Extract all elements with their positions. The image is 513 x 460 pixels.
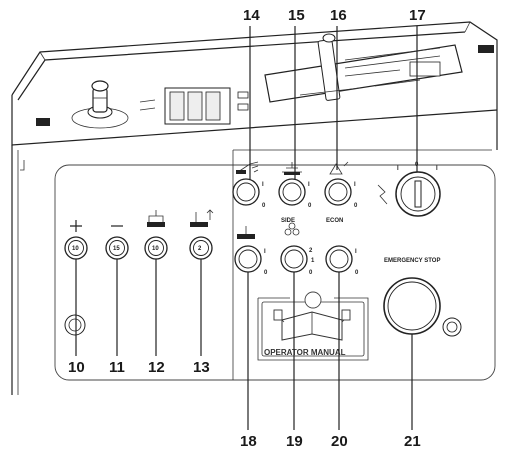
econ-switch[interactable]: I 0	[324, 178, 358, 209]
callout-13: 13	[193, 359, 210, 376]
callout-20: 20	[331, 433, 348, 450]
econ-label: ECON	[326, 218, 343, 224]
key-position-left: I	[397, 166, 399, 172]
button-number: 15	[113, 246, 120, 252]
side-brush-button[interactable]: 2	[189, 236, 213, 260]
operator-manual-label: OPERATOR MANUAL	[264, 348, 346, 357]
switch-position-1: 1	[311, 258, 315, 264]
button-number: 10	[152, 246, 159, 252]
switch-mark-upper: I	[354, 182, 356, 188]
switch-position-2: 2	[309, 248, 313, 254]
brush-switch[interactable]: I 0	[234, 245, 268, 276]
callout-19: 19	[286, 433, 303, 450]
switch-mark-upper: I	[264, 249, 266, 255]
key-switch-icon	[377, 184, 388, 205]
callout-11: 11	[109, 359, 125, 376]
switch-mark-lower: 0	[354, 203, 358, 209]
callout-17: 17	[409, 7, 426, 24]
spray-icon	[236, 161, 259, 174]
vacuum-switch[interactable]: I 0	[325, 245, 359, 276]
upper-left-tag	[36, 118, 50, 126]
switch-mark-lower: 0	[262, 203, 266, 209]
upper-console	[11, 21, 498, 395]
econ-icon	[329, 161, 349, 175]
callout-12: 12	[148, 359, 165, 376]
decrease-button[interactable]: 15	[105, 236, 129, 260]
plus-icon	[70, 220, 82, 232]
callout-10: 10	[68, 359, 85, 376]
button-number: 10	[72, 246, 79, 252]
leader-lines	[75, 26, 418, 430]
key-switch[interactable]	[395, 171, 441, 217]
brush-icon	[147, 210, 165, 227]
side-brush-icon	[190, 209, 214, 227]
callout-18: 18	[240, 433, 257, 450]
switch-mark-lower: 0	[355, 270, 359, 276]
callout-21: 21	[404, 433, 421, 450]
switch-mark-lower: 0	[308, 203, 312, 209]
switch-mark-upper: I	[308, 182, 310, 188]
panel-screw-right	[442, 317, 462, 337]
main-brush-button[interactable]: 10	[144, 236, 168, 260]
joystick-icon[interactable]	[71, 80, 129, 129]
emergency-stop-label: EMERGENCY STOP	[384, 258, 440, 264]
brush-icon	[237, 226, 255, 239]
callout-14: 14	[243, 7, 260, 24]
upper-right-tag	[478, 45, 494, 53]
side-brush-icon	[284, 222, 300, 236]
increase-button[interactable]: 10	[64, 236, 88, 260]
panel-screw-left	[64, 314, 86, 336]
button-number: 2	[198, 246, 202, 252]
key-position-right: I	[436, 166, 438, 172]
broom-lift-icon	[282, 162, 302, 175]
switch-mark-upper: I	[262, 182, 264, 188]
switch-position-0: 0	[309, 270, 313, 276]
callout-15: 15	[288, 7, 305, 24]
emergency-stop-icon[interactable]	[383, 277, 441, 335]
book-icon	[273, 291, 351, 341]
rocker-switch-cluster[interactable]	[139, 87, 249, 125]
spray-switch[interactable]: I 0	[232, 178, 266, 209]
switch-mark-lower: 0	[264, 270, 268, 276]
switch-mark-upper: I	[355, 249, 357, 255]
callout-16: 16	[330, 7, 347, 24]
side-label: SIDE	[281, 218, 295, 224]
panel-plate	[54, 164, 496, 381]
side-brush-switch[interactable]: 2 1 0	[280, 245, 315, 276]
brush-lift-switch[interactable]: I 0	[278, 178, 312, 209]
